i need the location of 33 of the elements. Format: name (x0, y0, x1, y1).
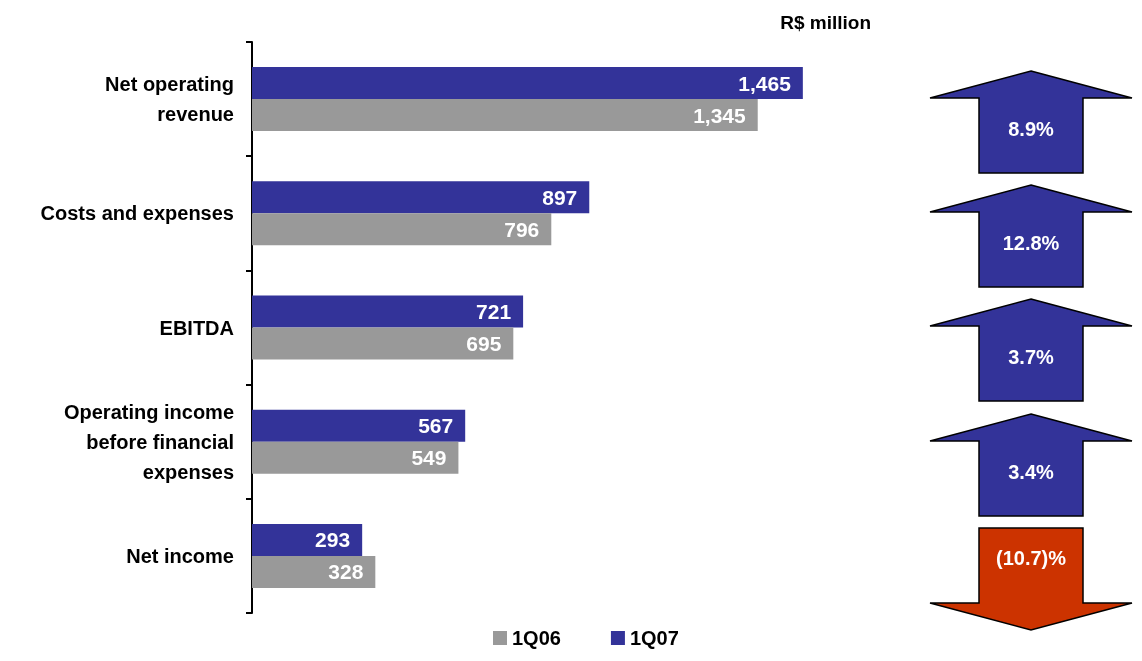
data-label: 1,465 (738, 71, 792, 95)
text: 3.7% (1007, 346, 1055, 370)
bar (252, 295, 524, 328)
data-label: 567 (418, 414, 454, 438)
data-label: 293 (315, 528, 351, 552)
data-label: 1,345 (693, 103, 747, 127)
text: (10.7)% (995, 546, 1067, 570)
text: 8.9% (1007, 118, 1055, 141)
data-label: 549 (411, 446, 447, 470)
bar (252, 523, 363, 556)
y-tick-label: Costs and expenses (40, 202, 234, 225)
bar (252, 327, 514, 360)
bar (252, 213, 552, 246)
text: 12.8% (1001, 232, 1061, 256)
y-tick-label: Operating income before financial expenses (63, 400, 234, 483)
text: 3.4% (1007, 460, 1055, 484)
y-tick-label: Net operating revenue (105, 73, 234, 126)
bar (252, 409, 466, 442)
bar (252, 67, 803, 100)
y-tick-label: Net income (126, 544, 234, 567)
bar (252, 555, 376, 588)
data-label: 721 (476, 300, 512, 323)
bar (252, 99, 758, 132)
data-label: 328 (328, 560, 364, 584)
bar (252, 181, 590, 214)
y-tick-label: EBITDA (159, 316, 234, 339)
bar (252, 441, 459, 474)
data-label: 897 (542, 185, 578, 209)
legend-label: 1Q07 (629, 627, 679, 649)
data-label: 695 (466, 332, 502, 355)
chart-title: R$ million (780, 12, 872, 33)
data-label: 796 (504, 217, 540, 241)
legend-label: 1Q06 (512, 627, 561, 649)
